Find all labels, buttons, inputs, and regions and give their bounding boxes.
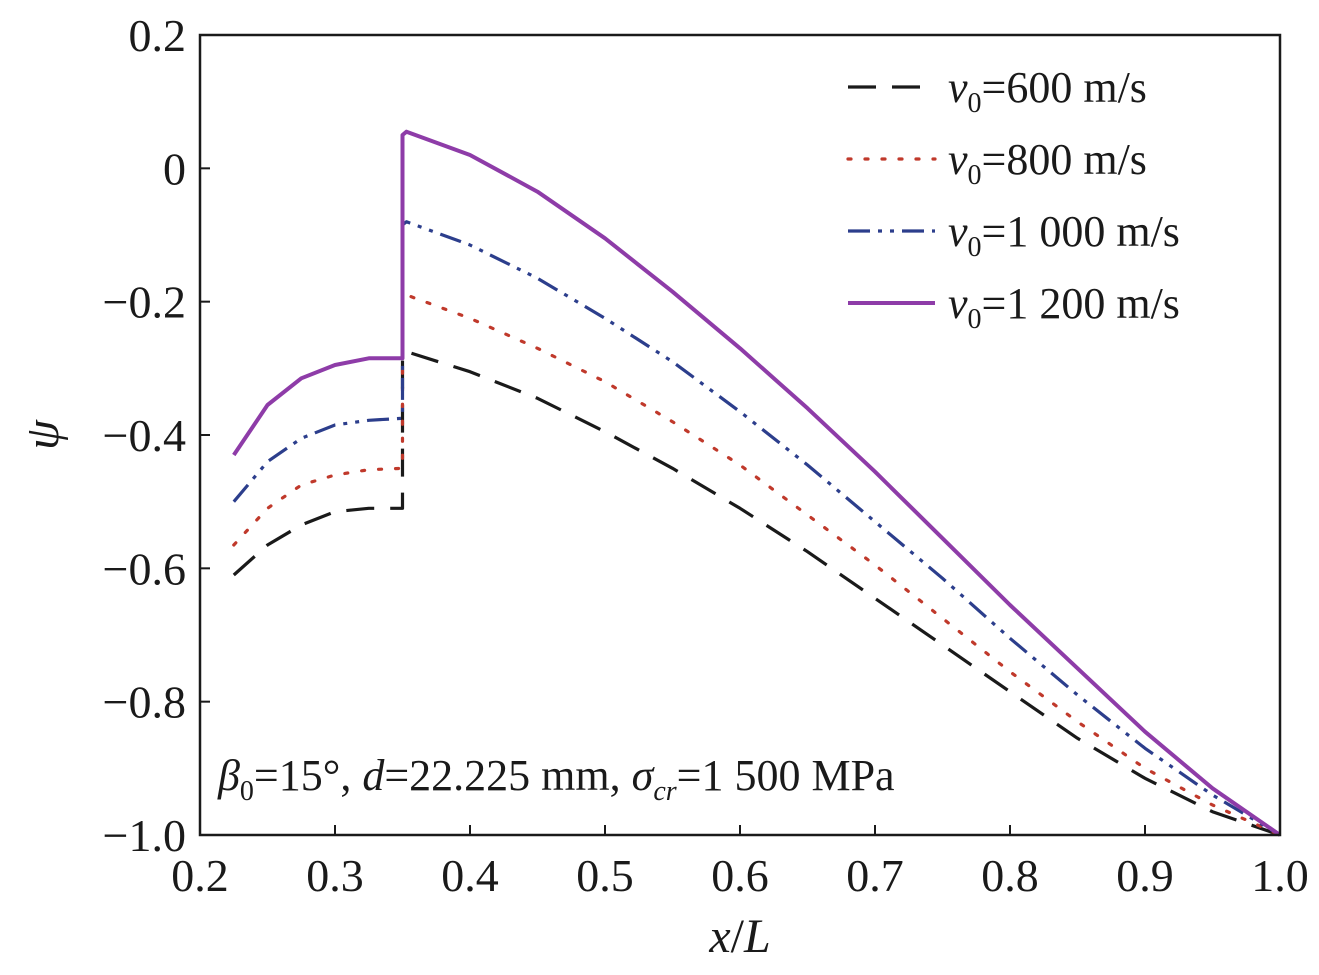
x-axis-label-var: x [708, 910, 730, 963]
legend-sub-1: 0 [968, 160, 982, 191]
annot-sigma-rest: =1 500 MPa [677, 751, 895, 800]
y-tick-label-1: 0 [163, 143, 186, 194]
legend-var-3: v [948, 279, 968, 328]
legend-var-0: v [948, 63, 968, 112]
annot-sigma-var: σ [632, 751, 656, 800]
plot-lines [232, 129, 1282, 837]
legend-label-3: v0=1 200 m/s [948, 279, 1180, 335]
x-tick-label-0: 0.2 [171, 850, 229, 901]
legend-label-2: v0=1 000 m/s [948, 207, 1180, 263]
y-tick-label-0: 0.2 [129, 10, 187, 61]
annot-beta-sub: 0 [240, 776, 254, 807]
annot-beta-rest: =15°, [254, 751, 362, 800]
annot-sigma-sub: cr [653, 776, 676, 807]
series-line-3 [232, 129, 1282, 837]
x-axis-label-sep: / [731, 910, 745, 963]
y-tick-label-6: −1.0 [103, 810, 186, 861]
legend-label-0: v0=600 m/s [948, 63, 1147, 119]
legend-rest-2: =1 000 m/s [982, 207, 1180, 256]
x-tick-label-6: 0.8 [981, 850, 1039, 901]
x-axis-label-den: L [743, 910, 771, 963]
y-axis-label: ψ [16, 419, 69, 450]
annot-beta-var: β [217, 751, 240, 800]
legend-var-1: v [948, 135, 968, 184]
x-tick-label-1: 0.3 [306, 850, 364, 901]
x-tick-label-7: 0.9 [1116, 850, 1174, 901]
x-axis-label: x/L [708, 910, 770, 963]
tick-labels: 0.2 0.3 0.4 0.5 0.6 0.7 0.8 0.9 1.0 0.2 0 −0.2 −0.4 −… [103, 10, 1309, 901]
x-tick-label-8: 1.0 [1251, 850, 1309, 901]
series-line-2 [232, 220, 1281, 837]
legend-label-1: v0=800 m/s [948, 135, 1147, 191]
x-tick-label-5: 0.7 [846, 850, 904, 901]
y-tick-label-4: −0.6 [103, 543, 186, 594]
legend-var-2: v [948, 207, 968, 256]
legend-sub-0: 0 [968, 88, 982, 119]
legend-rest-1: =800 m/s [982, 135, 1147, 184]
x-tick-label-3: 0.5 [576, 850, 634, 901]
y-tick-label-3: −0.4 [103, 410, 186, 461]
parameter-annotation: β0=15°, d=22.225 mm, σcr=1 500 MPa [217, 751, 895, 807]
legend-rest-0: =600 m/s [982, 63, 1147, 112]
axis-ticks [199, 34, 1281, 836]
y-tick-label-5: −0.8 [103, 677, 186, 728]
y-tick-label-2: −0.2 [103, 277, 186, 328]
x-tick-label-4: 0.6 [711, 850, 769, 901]
legend-sub-2: 0 [968, 232, 982, 263]
series-line-1 [232, 293, 1282, 837]
x-tick-label-2: 0.4 [441, 850, 499, 901]
annot-d-rest: =22.225 mm, [384, 751, 631, 800]
legend-sub-3: 0 [968, 304, 982, 335]
annot-d-var: d [362, 751, 385, 800]
legend: v0=600 m/sv0=800 m/sv0=1 000 m/sv0=1 200… [846, 63, 1180, 335]
legend-rest-3: =1 200 m/s [982, 279, 1180, 328]
